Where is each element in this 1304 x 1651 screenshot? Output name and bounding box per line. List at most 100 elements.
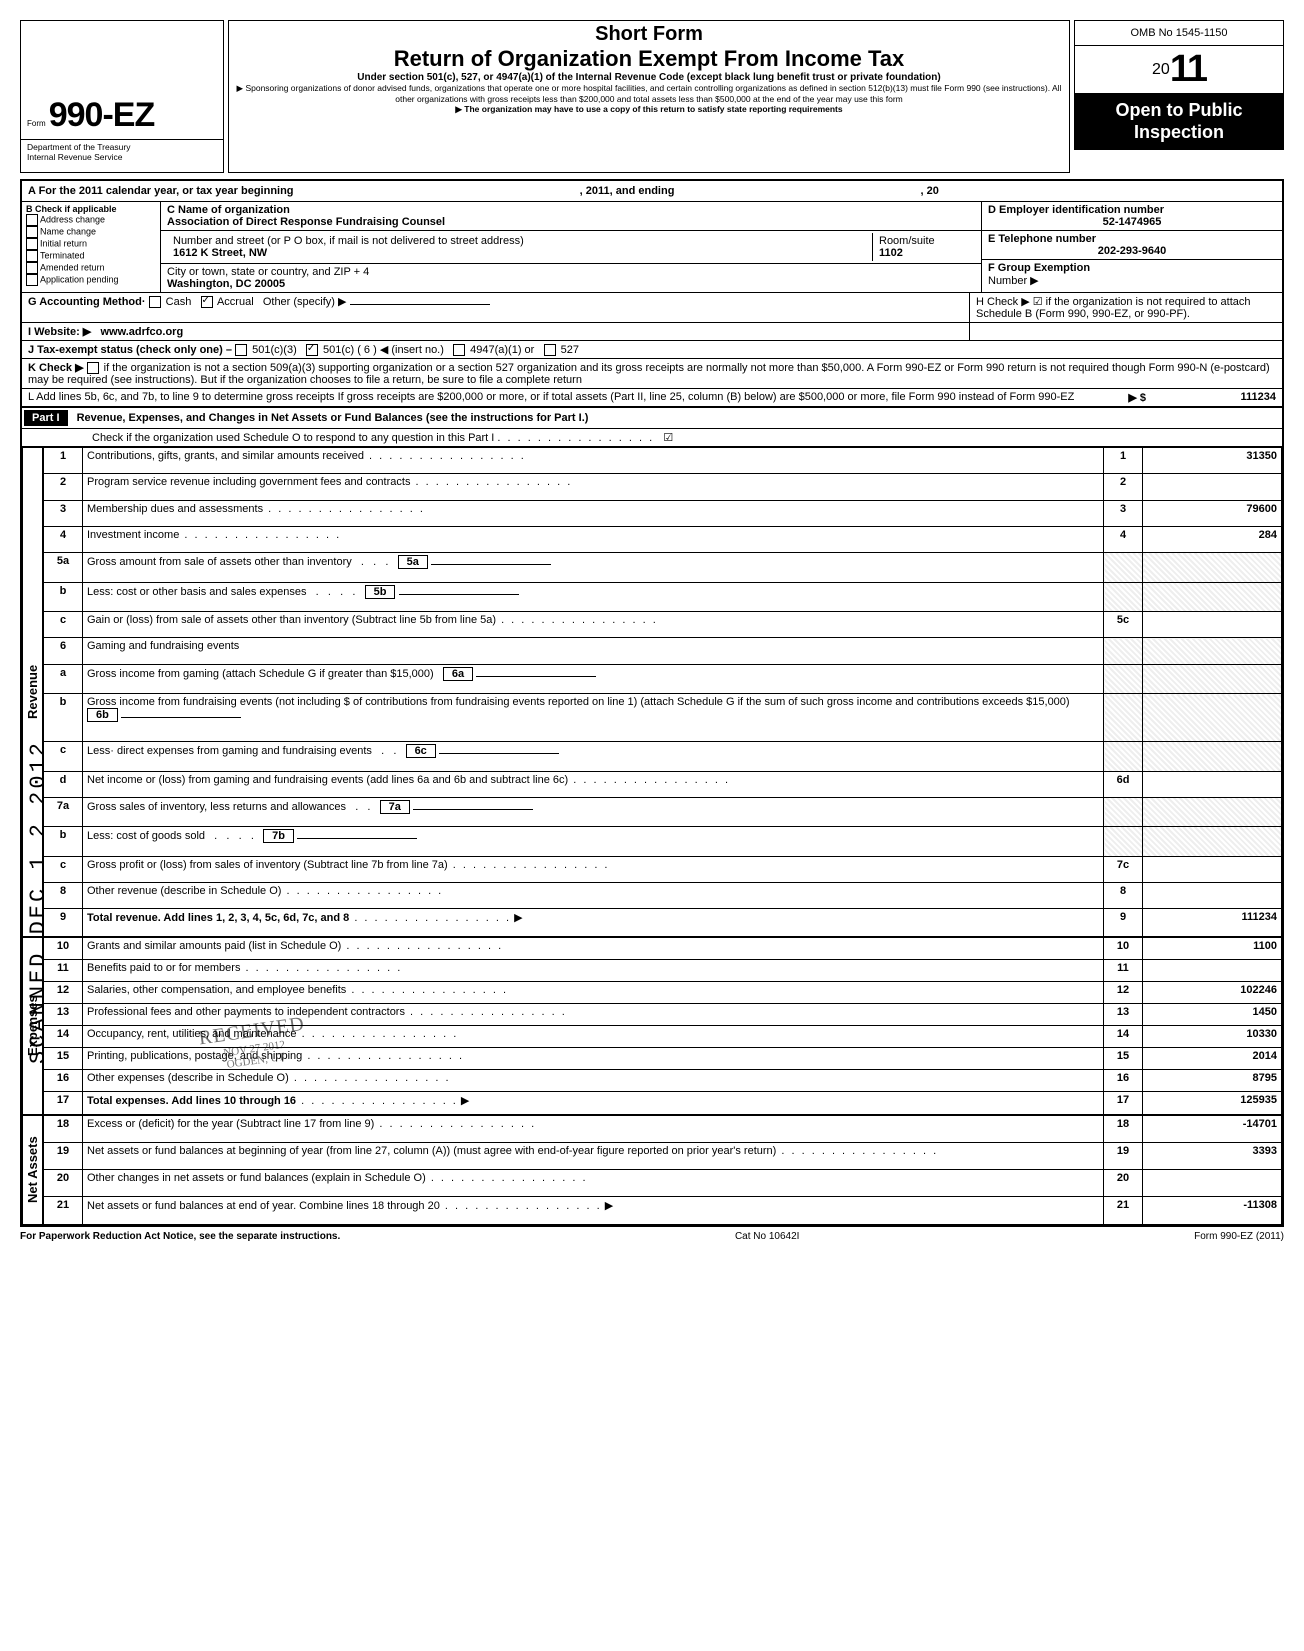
street: 1612 K Street, NW [173, 247, 267, 259]
line-17-amt: 125935 [1143, 1091, 1282, 1114]
lbl-app-pending: Application pending [40, 274, 119, 284]
lbl-terminated: Terminated [40, 250, 85, 260]
chk-accrual[interactable] [201, 296, 213, 308]
line-6c-shade [1104, 742, 1143, 771]
calendar-year-line: A For the 2011 calendar year, or tax yea… [28, 185, 294, 197]
lbl-cash: Cash [166, 296, 192, 308]
line-2-num: 2 [44, 474, 83, 500]
open-to-public: Open to Public Inspection [1074, 94, 1284, 150]
room-label: Room/suite [879, 235, 935, 247]
line-5a-shade [1104, 553, 1143, 582]
chk-initial-return[interactable] [26, 238, 38, 250]
page-footer: For Paperwork Reduction Act Notice, see … [20, 1227, 1284, 1242]
open-public-2: Inspection [1077, 122, 1281, 144]
form-prefix: Form [27, 119, 46, 128]
line-6d-lbl: 6d [1104, 771, 1143, 797]
line-6b-text: Gross income from fundraising events (no… [83, 694, 1104, 742]
line-7b-text: Less: cost of goods sold . . . . 7b [83, 827, 1104, 856]
line-2-text: Program service revenue including govern… [83, 474, 1104, 500]
line-19-text: Net assets or fund balances at beginning… [83, 1143, 1104, 1170]
line-9-lbl: 9 [1104, 909, 1143, 937]
line-1-num: 1 [44, 448, 83, 474]
line-8-text: Other revenue (describe in Schedule O) [83, 882, 1104, 908]
line-16-amt: 8795 [1143, 1069, 1282, 1091]
line-6a-text: Gross income from gaming (attach Schedul… [83, 664, 1104, 693]
line-7a-amt [1143, 797, 1282, 826]
lbl-amended: Amended return [40, 262, 105, 272]
line-2-amt [1143, 474, 1282, 500]
phone: 202-293-9640 [988, 245, 1276, 257]
chk-amended[interactable] [26, 262, 38, 274]
line-6-shade [1104, 638, 1143, 664]
side-expenses: Expenses [22, 937, 43, 1115]
line-14-text: Occupancy, rent, utilities, and maintena… [83, 1026, 1104, 1048]
line-9-amt: 111234 [1143, 909, 1282, 937]
line-6a-amt [1143, 664, 1282, 693]
omb-number: OMB No 1545-1150 [1074, 20, 1284, 46]
line-7c-text: Gross profit or (loss) from sales of inv… [83, 856, 1104, 882]
line-15-text: Printing, publications, postage, and shi… [83, 1047, 1104, 1069]
section-c-label: C Name of organization [167, 204, 290, 216]
form-label: Form 990-EZ (2011) [1194, 1231, 1284, 1242]
line-6-amt [1143, 638, 1282, 664]
line-5a-num: 5a [44, 553, 83, 582]
line-5b-text: Less: cost or other basis and sales expe… [83, 582, 1104, 611]
section-l-arrow: ▶ $ [1086, 391, 1146, 404]
section-k-label: K Check ▶ [28, 362, 84, 374]
chk-k[interactable] [87, 362, 99, 374]
line-10-text: Grants and similar amounts paid (list in… [83, 938, 1104, 960]
sponsor-note: ▶ Sponsoring organizations of donor advi… [235, 83, 1063, 104]
dept-treasury: Department of the Treasury [27, 142, 217, 152]
chk-501c3[interactable] [235, 344, 247, 356]
line-6-text: Gaming and fundraising events [83, 638, 1104, 664]
line-4-amt: 284 [1143, 527, 1282, 553]
line-15-lbl: 15 [1104, 1047, 1143, 1069]
line-1-lbl: 1 [1104, 448, 1143, 474]
part1-header: Part I [24, 410, 68, 426]
website: www.adrfco.org [100, 326, 183, 338]
cat-no: Cat No 10642I [735, 1231, 800, 1242]
irs-line: Internal Revenue Service [27, 152, 217, 162]
lbl-501c3: 501(c)(3) [252, 344, 297, 356]
line-7b-amt [1143, 827, 1282, 856]
ein: 52-1474965 [988, 216, 1276, 228]
line-4-num: 4 [44, 527, 83, 553]
lbl-name-change: Name change [40, 226, 96, 236]
line-5c-text: Gain or (loss) from sale of assets other… [83, 612, 1104, 638]
chk-4947[interactable] [453, 344, 465, 356]
line-6c-text: Less· direct expenses from gaming and fu… [83, 742, 1104, 771]
line-5a-amt [1143, 553, 1282, 582]
chk-address-change[interactable] [26, 214, 38, 226]
twenty: , 20 [921, 185, 939, 197]
line-7a-text: Gross sales of inventory, less returns a… [83, 797, 1104, 826]
line-6d-text: Net income or (loss) from gaming and fun… [83, 771, 1104, 797]
addr-label: Number and street (or P O box, if mail i… [173, 235, 524, 247]
line-4-lbl: 4 [1104, 527, 1143, 553]
chk-app-pending[interactable] [26, 274, 38, 286]
line-18-lbl: 18 [1104, 1116, 1143, 1143]
line-8-lbl: 8 [1104, 882, 1143, 908]
line-16-lbl: 16 [1104, 1069, 1143, 1091]
line-17-text: Total expenses. Add lines 10 through 16 … [83, 1091, 1104, 1114]
line-6b-shade [1104, 694, 1143, 742]
line-20-amt [1143, 1169, 1282, 1196]
line-5b-amt [1143, 582, 1282, 611]
line-6-num: 6 [44, 638, 83, 664]
sched-o-check[interactable]: ☑ [663, 432, 673, 444]
chk-name-change[interactable] [26, 226, 38, 238]
line-7c-amt [1143, 856, 1282, 882]
line-7c-lbl: 7c [1104, 856, 1143, 882]
tax-year: 2011 [1074, 46, 1284, 94]
chk-cash[interactable] [149, 296, 161, 308]
return-title: Return of Organization Exempt From Incom… [235, 46, 1063, 72]
line-19-amt: 3393 [1143, 1143, 1282, 1170]
under-section: Under section 501(c), 527, or 4947(a)(1)… [235, 72, 1063, 83]
section-h-text: H Check ▶ ☑ if the organization is not r… [976, 296, 1251, 320]
section-b-title: B Check if applicable [26, 204, 156, 214]
chk-527[interactable] [544, 344, 556, 356]
line-2-lbl: 2 [1104, 474, 1143, 500]
year-prefix: 20 [1152, 61, 1170, 79]
line-16-text: Other expenses (describe in Schedule O) [83, 1069, 1104, 1091]
chk-501c[interactable] [306, 344, 318, 356]
chk-terminated[interactable] [26, 250, 38, 262]
